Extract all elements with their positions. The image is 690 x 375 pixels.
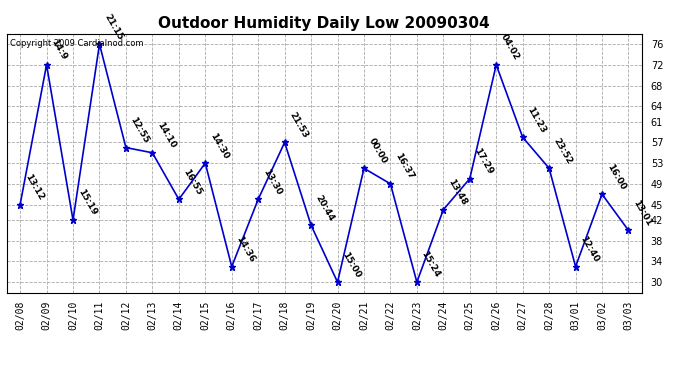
Text: 13:30: 13:30 bbox=[261, 167, 283, 196]
Text: 12:40: 12:40 bbox=[578, 234, 600, 264]
Text: 16:37: 16:37 bbox=[393, 152, 415, 181]
Text: 13:01: 13:01 bbox=[631, 198, 653, 228]
Text: 00:00: 00:00 bbox=[367, 136, 388, 165]
Text: 14:36: 14:36 bbox=[235, 234, 257, 264]
Text: 21:53: 21:53 bbox=[288, 110, 310, 140]
Text: 17:29: 17:29 bbox=[473, 146, 495, 176]
Text: 11:23: 11:23 bbox=[526, 105, 548, 135]
Text: 12:55: 12:55 bbox=[129, 116, 151, 145]
Text: 21:15: 21:15 bbox=[102, 12, 124, 41]
Text: 14:9: 14:9 bbox=[50, 38, 68, 62]
Text: Copyright 2009 Cardialnod.com: Copyright 2009 Cardialnod.com bbox=[10, 39, 144, 48]
Text: 16:55: 16:55 bbox=[181, 167, 204, 196]
Text: 20:44: 20:44 bbox=[314, 193, 336, 222]
Title: Outdoor Humidity Daily Low 20090304: Outdoor Humidity Daily Low 20090304 bbox=[159, 16, 490, 31]
Text: 15:19: 15:19 bbox=[76, 188, 98, 217]
Text: 15:24: 15:24 bbox=[420, 250, 442, 279]
Text: 14:30: 14:30 bbox=[208, 131, 230, 160]
Text: 16:00: 16:00 bbox=[605, 162, 627, 191]
Text: 04:02: 04:02 bbox=[499, 33, 521, 62]
Text: 14:10: 14:10 bbox=[155, 121, 177, 150]
Text: 13:12: 13:12 bbox=[23, 172, 45, 202]
Text: 23:52: 23:52 bbox=[552, 136, 574, 165]
Text: 15:00: 15:00 bbox=[340, 250, 362, 279]
Text: 13:48: 13:48 bbox=[446, 177, 469, 207]
